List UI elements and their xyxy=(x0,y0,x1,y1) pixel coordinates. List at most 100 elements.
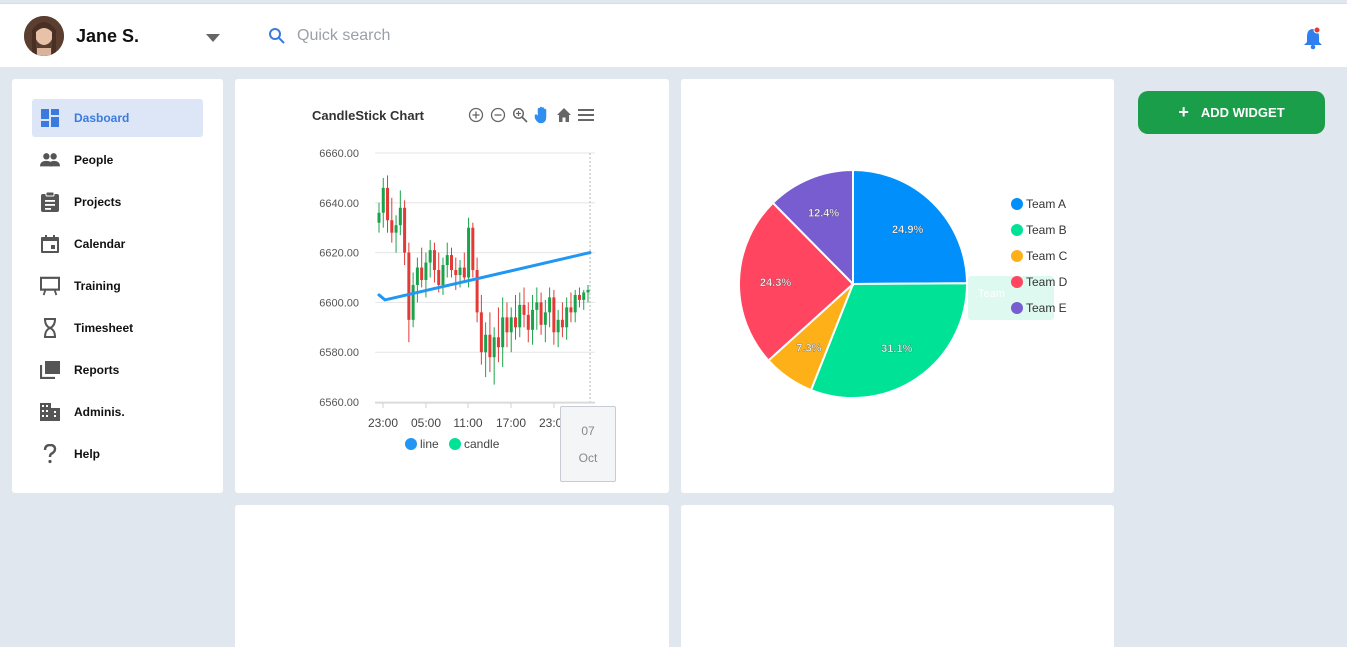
candle-body xyxy=(407,252,411,320)
pie-chart[interactable]: 24.9% 31.1% 7.3% 24.3% 12.4% xyxy=(681,79,1114,493)
x-tick-label: 11:00 xyxy=(453,416,482,430)
zoom-out-icon[interactable] xyxy=(489,106,507,124)
sidebar-item-training[interactable]: Training xyxy=(32,267,203,305)
tooltip-day: 07 xyxy=(581,424,595,438)
sidebar-item-calendar[interactable]: Calendar xyxy=(32,225,203,263)
bell-icon[interactable] xyxy=(1302,26,1324,50)
candle-body xyxy=(462,267,466,278)
legend-label: line xyxy=(420,437,439,451)
candle-body xyxy=(445,255,449,266)
legend-label: Team A xyxy=(1026,197,1067,211)
candle-body xyxy=(535,302,539,310)
search-icon[interactable] xyxy=(268,27,286,45)
home-icon[interactable] xyxy=(555,106,573,124)
sidebar-item-label: People xyxy=(74,153,114,167)
legend-label: Team D xyxy=(1026,275,1068,289)
sidebar-item-label: Projects xyxy=(74,195,122,209)
pie-widget: 24.9% 31.1% 7.3% 24.3% 12.4% Team Team A Team… xyxy=(681,79,1114,493)
sidebar-item-label: Help xyxy=(74,447,101,461)
chart-title: CandleStick Chart xyxy=(312,108,424,123)
legend-item[interactable]: Team C xyxy=(1011,243,1067,269)
hourglass-icon xyxy=(40,318,60,338)
sidebar-item-people[interactable]: People xyxy=(32,141,203,179)
add-widget-button[interactable]: + ADD WIDGET xyxy=(1138,91,1325,134)
y-tick-label: 6660.00 xyxy=(319,148,359,160)
legend-marker xyxy=(1011,224,1023,236)
legend-label: candle xyxy=(464,437,500,451)
avatar[interactable] xyxy=(24,16,64,56)
legend-item[interactable]: Team A xyxy=(1011,191,1067,217)
candle-body xyxy=(543,312,547,325)
pie-tooltip-text: Team xyxy=(978,288,1005,300)
line-series xyxy=(377,251,592,302)
candle-body xyxy=(390,220,394,233)
legend-label: Team B xyxy=(1026,223,1067,237)
zoom-in-icon[interactable] xyxy=(467,106,485,124)
x-tick-label: 23:00 xyxy=(368,416,398,430)
y-tick-label: 6580.00 xyxy=(319,347,359,359)
magnifier-icon[interactable] xyxy=(511,106,529,124)
user-name[interactable]: Jane S. xyxy=(76,26,140,46)
candle-body xyxy=(560,319,564,328)
reports-icon xyxy=(40,360,60,380)
menu-icon[interactable] xyxy=(577,106,595,124)
legend-item[interactable]: Team D xyxy=(1011,269,1067,295)
candle-body xyxy=(582,292,586,300)
candle-body xyxy=(467,227,471,278)
pie-slice xyxy=(852,168,969,286)
candle-body xyxy=(565,307,569,328)
plus-icon: + xyxy=(1178,102,1189,122)
candle-body xyxy=(437,270,441,285)
slice-label: 24.9% xyxy=(892,224,923,236)
slice-label: 31.1% xyxy=(881,343,912,355)
sidebar-item-reports[interactable]: Reports xyxy=(32,351,203,389)
pie-legend: Team A Team B Team C Team D Team E xyxy=(1011,191,1067,321)
sidebar-item-projects[interactable]: Projects xyxy=(32,183,203,221)
legend-item[interactable]: Team E xyxy=(1011,295,1067,321)
sidebar-item-dashboard[interactable]: Dasboard xyxy=(32,99,203,137)
sidebar: Dasboard People Projects Calendar Traini… xyxy=(12,79,223,493)
top-bar: Jane S. xyxy=(0,3,1347,67)
candle-body xyxy=(475,270,479,313)
candle-body xyxy=(420,267,424,280)
building-icon xyxy=(40,402,60,422)
sidebar-item-label: Dasboard xyxy=(74,111,130,125)
sidebar-item-help[interactable]: Help xyxy=(32,435,203,473)
candle-body xyxy=(513,317,517,328)
y-tick-label: 6600.00 xyxy=(319,297,359,309)
dashboard-icon xyxy=(40,108,60,128)
candle-body xyxy=(505,317,509,333)
slice-label: 12.4% xyxy=(808,207,839,219)
empty-widget xyxy=(681,505,1114,647)
legend-item[interactable]: Team B xyxy=(1011,217,1067,243)
candle-body xyxy=(556,319,560,333)
people-icon xyxy=(40,150,60,170)
pan-hand-icon[interactable] xyxy=(533,106,551,124)
candlestick-chart[interactable]: 6660.00 6640.00 6620.00 6600.00 6580.00 6560.… xyxy=(235,79,669,493)
y-tick-label: 6620.00 xyxy=(319,248,359,260)
sidebar-item-label: Timesheet xyxy=(74,321,134,335)
sidebar-item-administration[interactable]: Adminis. xyxy=(32,393,203,431)
candle-body xyxy=(531,309,535,330)
legend-marker xyxy=(405,438,417,450)
candle-body xyxy=(381,187,385,213)
chart-toolbar xyxy=(467,106,595,124)
add-widget-label: ADD WIDGET xyxy=(1200,105,1285,120)
candle-body xyxy=(479,312,483,353)
chevron-down-icon[interactable] xyxy=(206,34,220,42)
candle-body xyxy=(386,187,390,221)
candle-body xyxy=(458,267,462,276)
sidebar-item-timesheet[interactable]: Timesheet xyxy=(32,309,203,347)
candle-body xyxy=(450,255,454,271)
y-tick-label: 6560.00 xyxy=(319,397,359,409)
search-input[interactable] xyxy=(297,24,697,48)
pie-slice xyxy=(809,282,968,399)
candle-body xyxy=(573,294,577,313)
candle-body xyxy=(569,307,573,313)
candle-body xyxy=(471,227,475,271)
slice-label: 24.3% xyxy=(760,277,791,289)
y-tick-label: 6640.00 xyxy=(319,198,359,210)
candle-body xyxy=(518,304,522,328)
empty-widget xyxy=(235,505,669,647)
candle-body xyxy=(441,265,445,285)
